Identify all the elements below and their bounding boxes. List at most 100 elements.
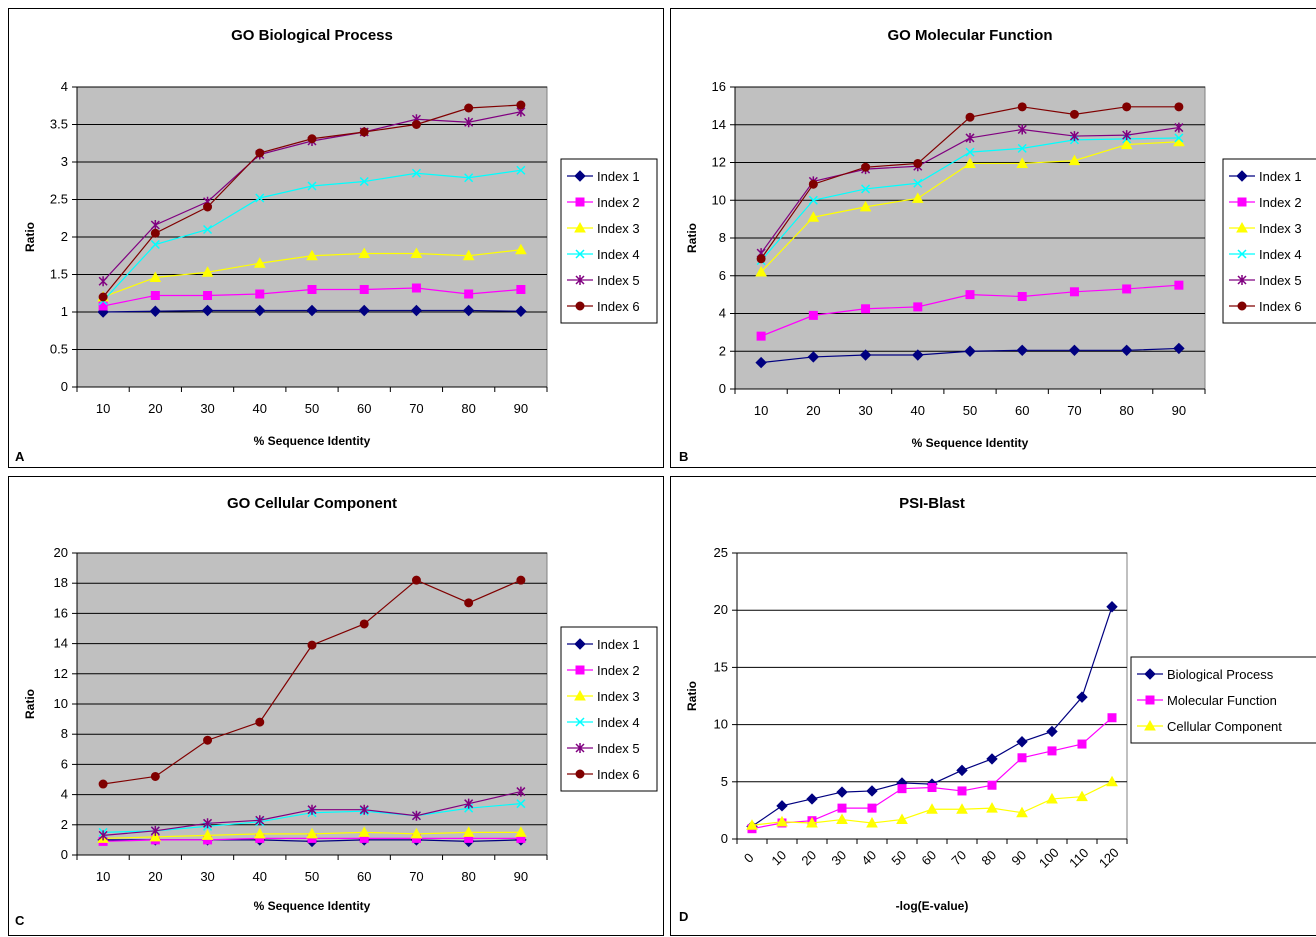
- data-point: [98, 779, 108, 789]
- data-point: [203, 291, 213, 300]
- x-tick-label: 70: [409, 869, 423, 884]
- x-tick-label: 40: [253, 869, 267, 884]
- chart-go-biological-process: GO Biological Process 0 0.5 1 1.5 2 2.5 3 3.5 4 10…: [23, 27, 658, 448]
- data-point: [806, 793, 818, 805]
- y-tick-label: 16: [54, 605, 68, 620]
- data-point: [836, 813, 848, 825]
- data-point: [756, 331, 766, 341]
- legend-label: Index 4: [597, 715, 640, 730]
- data-point: [359, 127, 369, 137]
- data-point: [808, 179, 818, 189]
- data-point: [307, 640, 317, 650]
- data-point: [359, 285, 369, 294]
- legend-label: Index 2: [1259, 195, 1302, 210]
- data-point: [1107, 713, 1117, 723]
- x-tick-label: 10: [768, 847, 789, 868]
- legend-item: Index 3: [1229, 221, 1302, 236]
- series-index-6: [756, 102, 1184, 264]
- y-tick-label: 0: [719, 381, 726, 396]
- y-tick-label: 4: [719, 306, 726, 321]
- legend-marker: [575, 743, 585, 753]
- data-point: [307, 804, 317, 815]
- data-point: [1174, 280, 1184, 290]
- data-point: [776, 800, 788, 812]
- legend-item: Index 1: [567, 169, 640, 184]
- data-point: [255, 193, 265, 203]
- legend-marker: [575, 769, 585, 779]
- series-index-2: [98, 283, 526, 311]
- data-point: [1174, 133, 1184, 143]
- data-point: [1017, 753, 1027, 763]
- data-point: [515, 826, 527, 837]
- data-point: [149, 271, 162, 282]
- series-index-2: [756, 280, 1184, 341]
- y-tick-label: 0: [61, 379, 68, 394]
- legend-marker: [575, 301, 585, 311]
- legend-marker: [575, 717, 585, 727]
- y-tick-label: 6: [719, 268, 726, 283]
- data-point: [255, 815, 265, 826]
- y-tick-label: 14: [712, 117, 726, 132]
- x-tick-label: 60: [357, 869, 371, 884]
- data-point: [515, 243, 527, 255]
- x-tick-label: 20: [806, 403, 820, 418]
- data-point: [253, 827, 266, 839]
- data-point: [1076, 790, 1088, 802]
- y-tick-label: 0: [721, 831, 728, 846]
- legend-marker: [1237, 249, 1247, 259]
- legend: Biological Process Molecular Function Cell…: [1130, 656, 1316, 744]
- y-tick-label: 10: [54, 696, 68, 711]
- x-tick-label: 0: [741, 850, 757, 866]
- data-point: [1120, 138, 1133, 150]
- data-point: [1068, 154, 1081, 166]
- data-point: [756, 254, 766, 264]
- y-tick-label: 18: [54, 575, 68, 590]
- x-tick-label: 90: [514, 869, 528, 884]
- data-point: [150, 825, 160, 836]
- y-tick-label: 2: [61, 229, 68, 244]
- legend-item: Index 6: [567, 299, 640, 314]
- legend-item: Index 1: [567, 637, 640, 652]
- x-tick-label: 20: [798, 847, 819, 868]
- legend-label: Index 2: [597, 663, 640, 678]
- panel-b: GO Molecular Function 0 2 4 6 8 10 12 14 16 10 20 30…: [670, 8, 1316, 468]
- x-tick-label: 50: [305, 401, 319, 416]
- data-point: [964, 345, 976, 357]
- legend-item: Biological Process: [1137, 667, 1274, 682]
- data-point: [98, 292, 108, 302]
- data-point: [516, 799, 526, 809]
- panel-c: GO Cellular Component 0 2 4 6 8 10 12 14 16 18 20 10…: [8, 476, 664, 936]
- legend-box: [560, 158, 658, 324]
- data-point: [965, 290, 975, 300]
- data-point: [255, 717, 265, 727]
- data-point: [307, 285, 317, 294]
- data-point: [254, 304, 266, 317]
- legend-marker: [574, 638, 586, 650]
- y-tick-label: 12: [54, 666, 68, 681]
- series-index-5: [98, 786, 526, 841]
- legend-marker: [1237, 197, 1247, 207]
- data-point: [755, 265, 767, 277]
- panel-letter: A: [15, 449, 25, 464]
- x-tick-label: 110: [1066, 845, 1091, 870]
- data-point: [897, 784, 907, 794]
- y-tick-label: 2.5: [50, 192, 68, 207]
- data-point: [306, 827, 318, 839]
- legend-label: Index 3: [597, 689, 640, 704]
- legend-box: [560, 626, 658, 792]
- data-point: [411, 168, 421, 178]
- data-point: [1122, 130, 1132, 141]
- x-tick-label: 80: [461, 401, 475, 416]
- legend: Index 1 Index 2 Index 3 Index 4 Index 5 Index…: [560, 158, 658, 324]
- data-point: [464, 798, 474, 809]
- y-tick-label: 1.5: [50, 267, 68, 282]
- data-point: [1120, 344, 1133, 357]
- data-point: [965, 132, 975, 143]
- y-tick-label: 12: [712, 155, 726, 170]
- legend-marker: [574, 170, 586, 182]
- y-tick-label: 2: [719, 343, 726, 358]
- legend-label: Index 6: [597, 767, 640, 782]
- legend-item: Index 6: [1229, 299, 1302, 314]
- data-point: [201, 266, 214, 277]
- data-point: [516, 575, 526, 585]
